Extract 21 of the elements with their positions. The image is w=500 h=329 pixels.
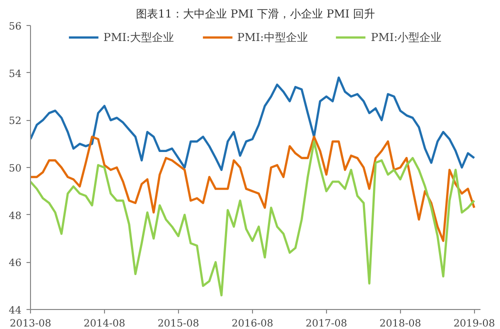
x-tick-label: 2018-08 [380,318,422,329]
chart-title: 图表11：大中企业 PMI 下滑，小企业 PMI 回升 [136,8,376,20]
line-series [30,136,476,242]
y-tick-label: 50 [8,164,22,174]
x-tick-label: 2017-08 [306,318,348,329]
line-series [30,140,476,296]
legend-label: PMI:大型企业 [103,30,174,44]
y-tick-label: 56 [8,22,22,32]
legend-label: PMI:小型企业 [370,30,442,44]
x-tick-label: 2013-08 [10,318,52,329]
legend-label: PMI:中型企业 [237,30,308,44]
y-tick-label: 46 [8,258,22,270]
y-tick-label: 44 [8,306,22,316]
x-tick-label: 2014-08 [84,318,126,329]
x-tick-label: 2015-08 [158,318,200,329]
y-tick-label: 54 [8,68,22,80]
line-series [30,76,476,171]
x-tick-label: 2016-08 [232,318,274,329]
y-tick-label: 52 [8,116,22,128]
y-tick-label: 48 [8,210,22,222]
x-tick-label: 2019-08 [453,318,496,329]
